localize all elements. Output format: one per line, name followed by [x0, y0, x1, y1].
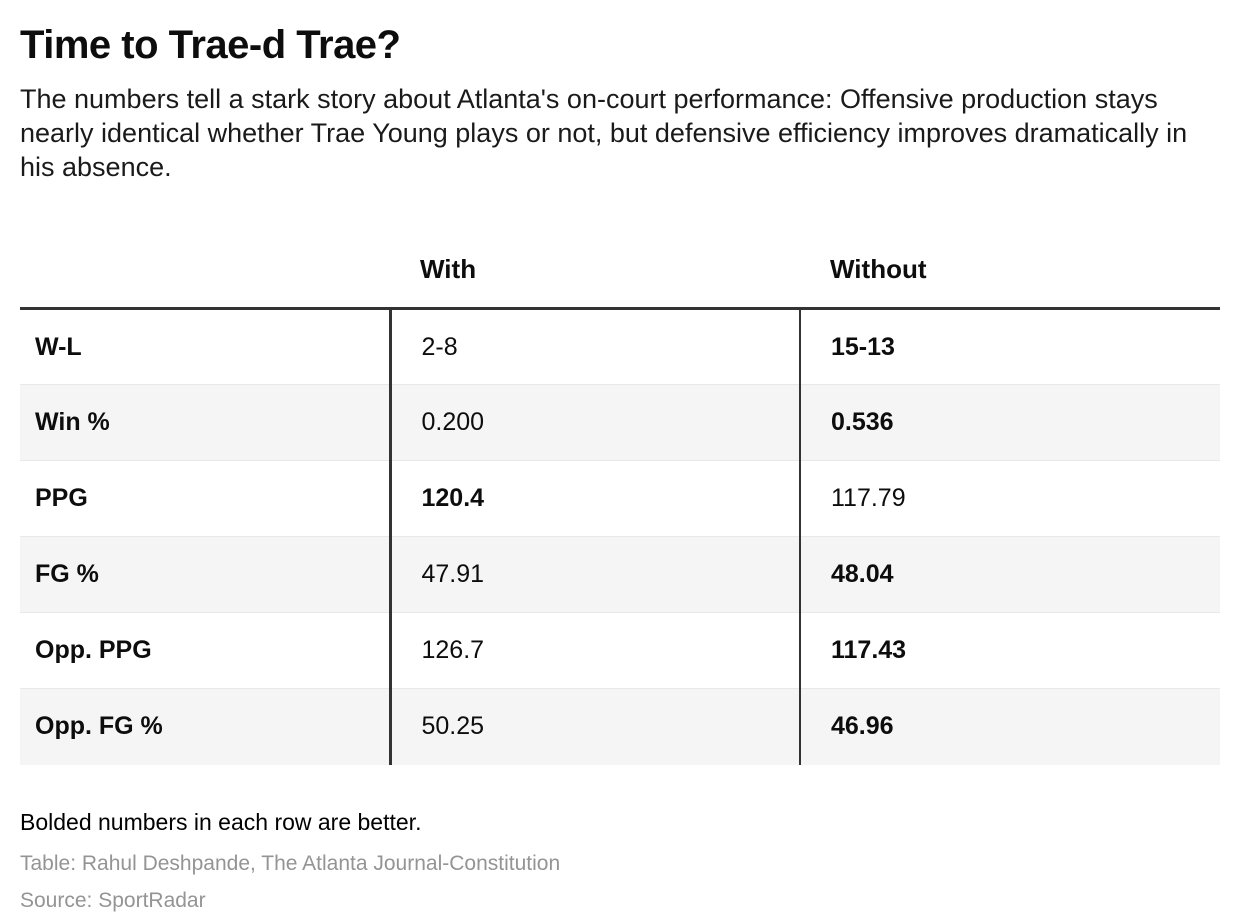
row-label: W-L [35, 332, 82, 361]
cell-without: 15-13 [799, 308, 1220, 385]
header-row: With Without [20, 230, 1220, 310]
table-note: Bolded numbers in each row are better. [20, 808, 422, 835]
column-header-empty [20, 230, 390, 310]
cell-without: 117.79 [799, 460, 1220, 537]
table-body: W-L 2-8 15-13 Win % 0.200 0.536 PPG 120.4 117.79… [20, 308, 1220, 765]
column-header-without: Without [800, 230, 1220, 310]
cell-without: 117.43 [799, 612, 1220, 689]
cell-with: 120.4 [388, 460, 800, 537]
table-row: W-L 2-8 15-13 [20, 308, 1220, 385]
row-label: Opp. PPG [20, 612, 390, 689]
table-source: Source: SportRadar [20, 888, 206, 912]
cell-with: 0.200 [388, 384, 800, 461]
table-row: Opp. PPG 126.7 117.43 [20, 612, 1220, 689]
row-label: Win % [20, 384, 390, 461]
table-row: Opp. FG % 50.25 46.96 [20, 688, 1220, 765]
cell-with: 47.91 [388, 536, 800, 613]
table-row: Win % 0.200 0.536 [20, 384, 1220, 461]
table-row: PPG 120.4 117.79 [20, 460, 1220, 537]
row-label: Opp. FG % [20, 688, 390, 765]
page-title: Time to Trae-d Trae? [20, 23, 401, 67]
cell-without: 46.96 [799, 688, 1220, 765]
row-label: PPG [20, 460, 390, 537]
cell-with: 126.7 [388, 612, 800, 689]
column-header-with: With [390, 230, 800, 310]
cell-without: 48.04 [799, 536, 1220, 613]
table-row: FG % 47.91 48.04 [20, 536, 1220, 613]
stats-table: With Without W-L 2-8 15-13 Win % 0.200 0.536 P… [20, 230, 1220, 765]
table-credit: Table: Rahul Deshpande, The Atlanta Jour… [20, 851, 561, 875]
row-label: FG % [20, 536, 390, 613]
table-graphic: Time to Trae-d Trae? The numbers tell a … [0, 22, 1240, 913]
cell-with: 2-8 [388, 308, 800, 385]
cell-with: 50.25 [388, 688, 800, 765]
cell-without: 0.536 [799, 384, 1220, 461]
subtitle: The numbers tell a stark story about Atl… [20, 84, 1188, 182]
